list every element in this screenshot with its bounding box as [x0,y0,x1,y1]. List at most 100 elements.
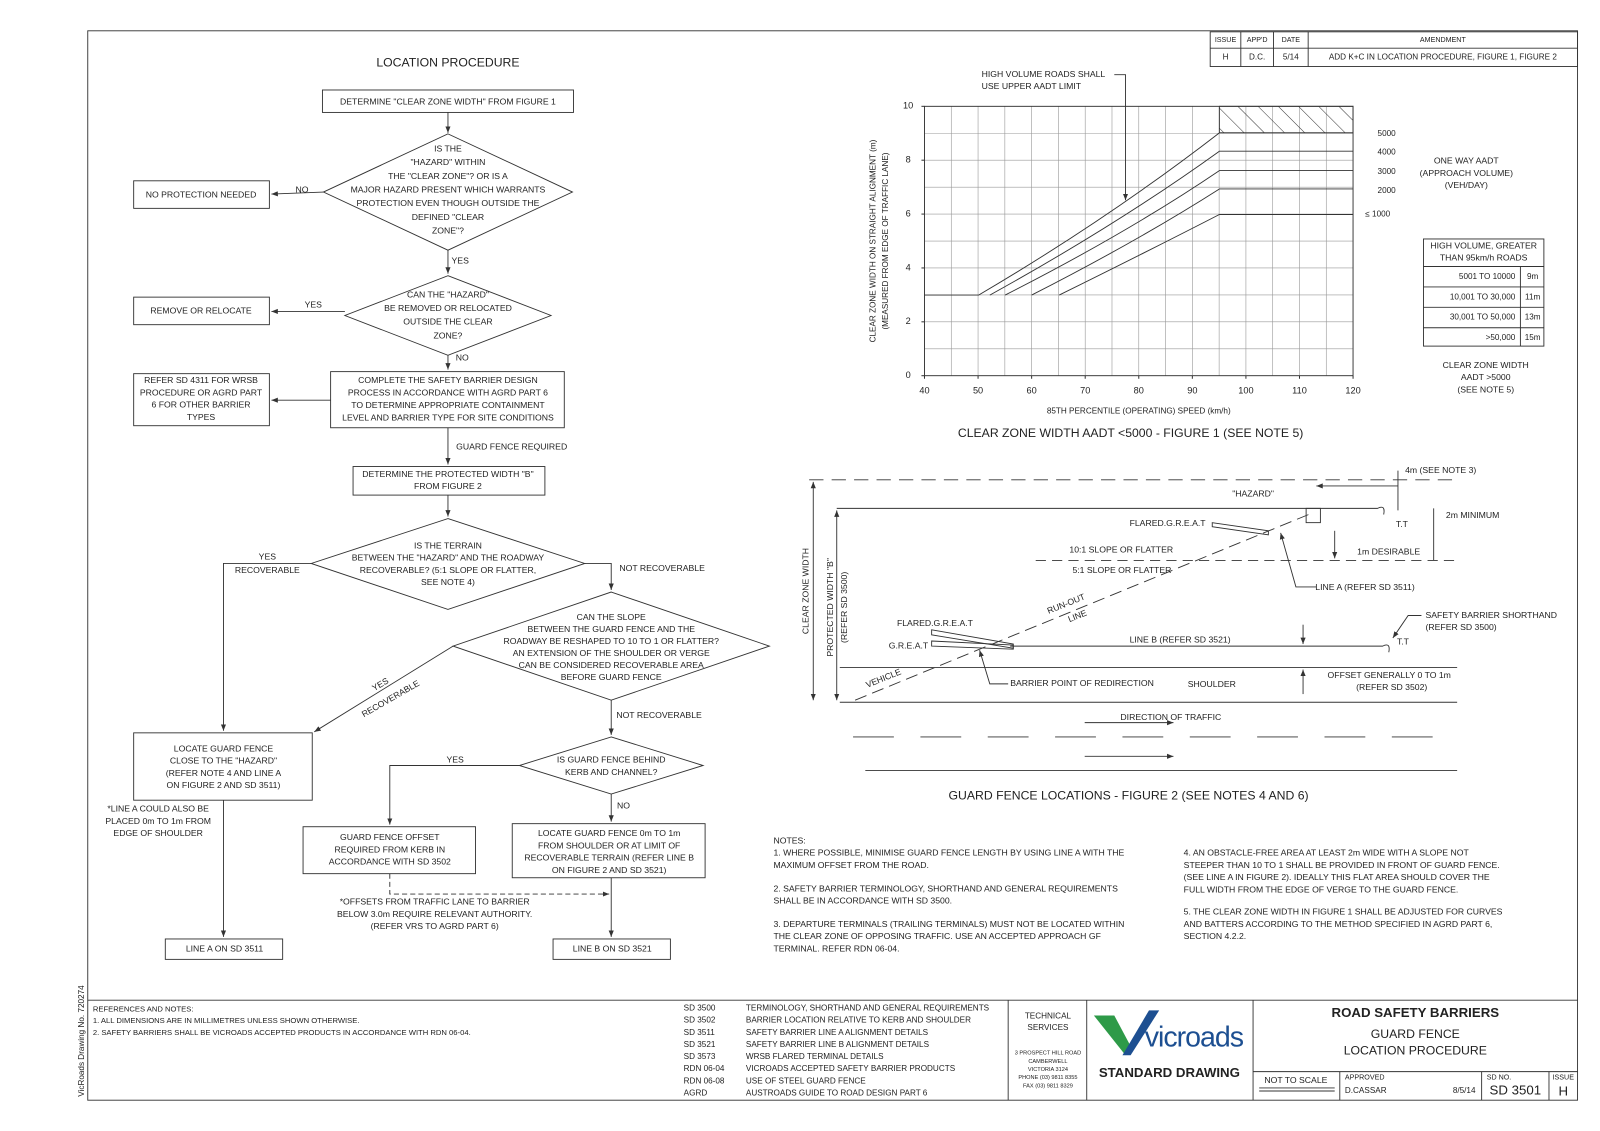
standard-title: TERMINOLOGY, SHORTHAND AND GENERAL REQUI… [746,1004,990,1013]
flowchart-shape [133,180,270,209]
approved-label: APPROVED [1345,1074,1385,1082]
edge-label: NO [296,184,309,194]
x-tick-label: 60 [1027,385,1037,395]
edge-label: NO [617,801,630,811]
reference: REFERENCES AND NOTES: [93,1004,194,1013]
flow-node-text: REMOVE OR RELOCATE [150,306,252,316]
reference: 2. SAFETY BARRIERS SHALL BE VICROADS ACC… [93,1028,471,1037]
flow-node-text: MAJOR HAZARD PRESENT WHICH WARRANTS [351,184,546,194]
flow-node-text: COMPLETE THE SAFETY BARRIER DESIGN [358,375,538,385]
footnote: EDGE OF SHOULDER [113,828,202,838]
figure-2-shape [1279,532,1317,588]
flowchart-shape [309,518,587,610]
figure-2-shape [1010,644,1390,653]
flowchart-shape [517,736,705,795]
flow-node-text: ZONE"? [432,226,464,236]
approved-date: 8/5/14 [1453,1086,1476,1095]
flow-node-text: LINE A ON SD 3511 [186,943,263,953]
figure-2-shape [836,506,1385,515]
figure-label: (REFER SD 3502) [1356,682,1427,692]
flow-node-text: DETERMINE THE PROTECTED WIDTH "B" [362,469,533,479]
note: STEEPER THAN 10 TO 1 SHALL BE PROVIDED I… [1184,860,1500,870]
flow-node-text: 6 FOR OTHER BARRIER [151,400,250,410]
table-cell: 15m [1525,333,1541,342]
flow-node-text: ROADWAY BE RESHAPED TO 10 TO 1 OR FLATTE… [503,636,719,646]
figure-1-shape [1004,170,1354,296]
flow-node-text: FROM FIGURE 2 [414,481,482,491]
y-tick-label: 4 [906,262,911,272]
figure-label: FLARED.G.R.E.A.T [1130,518,1207,528]
note: SECTION 4.2.2. [1184,931,1247,941]
logo: vicroads [1145,1022,1244,1054]
revision-header: APP'D [1247,36,1268,44]
footnote: PLACED 0m TO 1m FROM [105,816,210,826]
edge-label: YES [370,676,390,693]
figure-label: 5:1 SLOPE OR FLATTER [1072,565,1171,575]
table-header: THAN 95km/h ROADS [1440,253,1528,263]
figure-1-shape [1114,74,1129,201]
y-tick-label: 0 [906,370,911,380]
flow-node-text: DETERMINE "CLEAR ZONE WIDTH" FROM FIGURE… [340,97,556,107]
edge-label: YES [452,256,470,266]
flow-node-text: RECOVERABLE TERRAIN (REFER LINE B [524,853,694,863]
standard-title: WRSB FLARED TERMINAL DETAILS [746,1052,884,1061]
flowchart-shape [584,563,614,590]
figure-label: (REFER SD 3500) [1426,622,1497,632]
edge-label: RECOVERABLE [235,565,300,575]
flow-node-text: TYPES [187,412,216,422]
y-tick-label: 2 [906,316,911,326]
figure-2-shape [854,513,1312,701]
standard-code: SD 3573 [684,1052,716,1061]
note: TERMINAL. REFER RDN 06-04. [773,943,899,953]
figure-label: (REFER SD 3500) [839,572,849,643]
legend-title: (APPROACH VOLUME) [1420,168,1513,178]
y-tick-label: 8 [906,155,911,165]
logo-mark [1093,1015,1131,1056]
note: 1. WHERE POSSIBLE, MINIMISE GUARD FENCE … [773,848,1124,858]
figure-label: 4m (SEE NOTE 3) [1405,465,1476,475]
curve-label: 5000 [1378,129,1397,138]
figure-label: "HAZARD" [1232,488,1274,498]
logo-mark [1122,1010,1160,1056]
figure-1-shape [1218,105,1354,134]
figure-label: LINE [1066,608,1088,625]
curve-label: ≤ 1000 [1365,210,1390,219]
flowchart-shape [220,563,312,731]
figure-title: GUARD FENCE LOCATIONS - FIGURE 2 (SEE NO… [949,788,1309,802]
issuer: TECHNICAL [1025,1012,1072,1021]
flowchart-shape [511,823,706,879]
sheet-frame [1209,31,1579,67]
flow-node-text: REQUIRED FROM KERB IN [334,844,445,854]
issuer: SERVICES [1027,1023,1069,1032]
note: 5. THE CLEAR ZONE WIDTH IN FIGURE 1 SHAL… [1184,907,1503,917]
figure-label: PROTECTED WIDTH "B" [825,558,835,656]
standard-title: AUSTROADS GUIDE TO ROAD DESIGN PART 6 [746,1089,928,1098]
standard-code: SD 3500 [684,1004,716,1013]
standard-code: SD 3521 [684,1040,716,1049]
address: 3 PROSPECT HILL ROAD [1015,1051,1081,1057]
figure-label: 1m DESIRABLE [1357,547,1420,557]
flow-node-text: CAN BE CONSIDERED RECOVERABLE AREA [519,660,704,670]
figure-label: 2m MINIMUM [1446,510,1499,520]
edge-label: YES [305,300,323,310]
standard-code: SD 3511 [684,1028,716,1037]
revision-cell: 5/14 [1283,52,1299,61]
x-tick-label: 110 [1292,385,1307,395]
figure-label: DIRECTION OF TRAFFIC [1120,712,1221,722]
figure-label: VEHICLE [864,666,902,689]
x-tick-label: 70 [1080,385,1090,395]
flow-node-text: PROCEDURE OR AGRD PART [140,387,263,397]
figure-2-shape [931,640,1014,650]
note: MAXIMUM OFFSET FROM THE ROAD. [773,860,929,870]
revision-header: AMENDMENT [1420,36,1467,44]
flow-node-text: OUTSIDE THE CLEAR [403,317,492,327]
curve-label: 2000 [1378,186,1397,195]
flow-node-text: IS GUARD FENCE BEHIND [557,755,666,765]
figure-1-grid [924,106,1354,377]
revision-cell: H [1223,52,1229,61]
note: 2. SAFETY BARRIER TERMINOLOGY, SHORTHAND… [773,883,1118,893]
flowchart-shape [164,938,284,960]
flowchart-shape [352,466,546,496]
flow-node-text: DEFINED "CLEAR [412,212,484,222]
